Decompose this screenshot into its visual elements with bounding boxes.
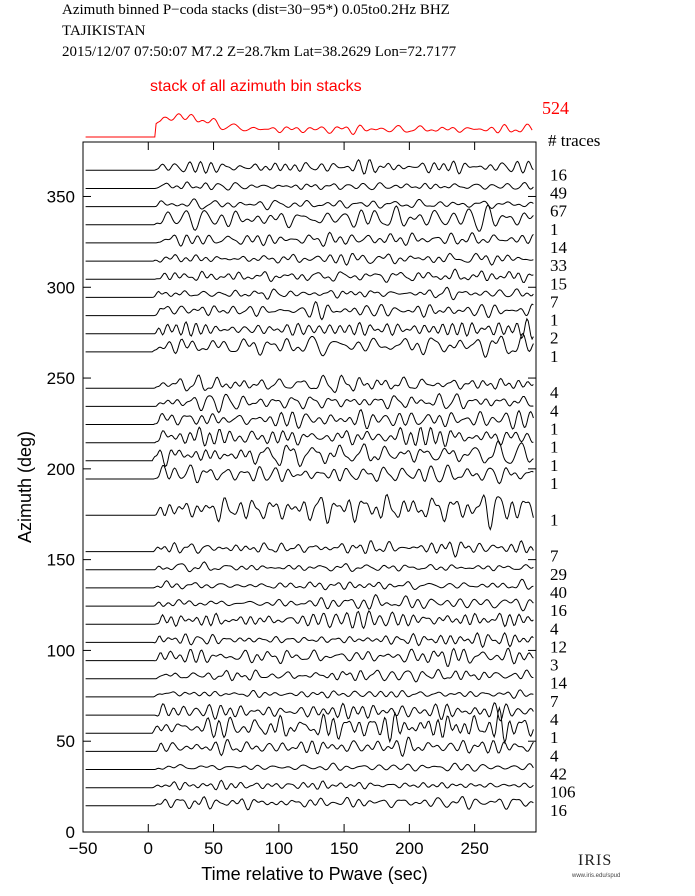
trace-line-az-120 [85, 594, 534, 612]
trace-count-label: 33 [550, 256, 567, 275]
trace-count-label: 7 [550, 547, 559, 566]
trace-count-labels: 1610642414714312416402971111144121715331… [550, 165, 576, 820]
trace-line-az-10 [85, 796, 534, 811]
trace-count-label: 16 [550, 801, 567, 820]
trace-line-az-30 [85, 762, 534, 772]
trace-line-az-70 [85, 689, 534, 699]
x-tick-label: 50 [204, 839, 223, 858]
trace-count-label: 1 [550, 438, 559, 457]
trace-count-label: 40 [550, 583, 567, 602]
x-tick-label: 200 [395, 839, 423, 858]
trace-count-label: 16 [550, 165, 567, 184]
trace-line-az-270 [85, 317, 534, 341]
trace-count-label: 4 [550, 383, 559, 402]
trace-count-label: 29 [550, 565, 567, 584]
trace-line-az-100 [85, 632, 534, 649]
summary-trace-line [85, 113, 533, 138]
trace-line-az-290 [85, 286, 534, 301]
trace-count-label: 3 [550, 656, 559, 675]
trace-line-az-340 [85, 198, 534, 211]
summary-trace-label: stack of all azimuth bin stacks [150, 78, 362, 95]
chart-axes: −50 0 50 100 150 200 250050100150200250300350T… [15, 141, 537, 884]
trace-line-az-220 [85, 408, 534, 430]
trace-line-az-330 [85, 204, 534, 232]
trace-line-az-20 [85, 779, 534, 791]
trace-line-az-260 [85, 332, 534, 359]
trace-line-az-230 [85, 392, 534, 414]
trace-count-label: 7 [550, 292, 559, 311]
trace-line-az-40 [85, 736, 534, 758]
chart-title-line-2: TAJIKISTAN [62, 23, 146, 39]
trace-count-label: 4 [550, 746, 559, 765]
trace-line-az-190 [85, 464, 534, 485]
x-tick-label: 100 [265, 839, 293, 858]
trace-count-label: 14 [550, 238, 568, 257]
y-tick-label: 100 [47, 641, 75, 660]
trace-count-label: 7 [550, 692, 559, 711]
trace-count-label: 16 [550, 601, 567, 620]
trace-line-az-80 [85, 668, 534, 683]
summary-stack: stack of all azimuth bin stacks 524 # trac… [85, 78, 600, 150]
y-tick-label: 350 [47, 187, 75, 206]
y-tick-label: 200 [47, 460, 75, 479]
trace-count-label: 1 [550, 347, 559, 366]
trace-line-az-200 [85, 440, 534, 468]
trace-count-label: 12 [550, 637, 567, 656]
trace-count-label: 1 [550, 220, 559, 239]
trace-line-az-350 [85, 181, 534, 191]
x-tick-label: 0 [144, 839, 153, 858]
trace-count-label: 2 [550, 329, 559, 348]
x-tick-label: −50 [69, 839, 98, 858]
trace-line-az-60 [85, 702, 534, 722]
iris-logo-url: www.iris.edu/spud [572, 873, 621, 879]
trace-stacks [85, 159, 534, 811]
trace-count-label: 4 [550, 401, 559, 420]
chart-title-line-3: 2015/12/07 07:50:07 M7.2 Z=28.7km Lat=38… [62, 44, 457, 60]
trace-line-az-110 [85, 609, 534, 630]
trace-count-label: 14 [550, 674, 568, 693]
y-tick-label: 150 [47, 551, 75, 570]
trace-line-az-280 [85, 300, 534, 321]
trace-count-label: 67 [550, 202, 568, 221]
trace-line-az-320 [85, 231, 534, 248]
trace-count-label: 15 [550, 274, 567, 293]
trace-line-az-50 [85, 705, 534, 745]
trace-count-label: 49 [550, 183, 567, 202]
plot-frame [82, 141, 537, 833]
y-tick-label: 0 [66, 823, 75, 842]
x-axis-label: Time relative to Pwave (sec) [201, 864, 427, 884]
trace-count-label: 1 [550, 510, 559, 529]
trace-count-label: 4 [550, 710, 559, 729]
trace-line-az-240 [85, 374, 534, 394]
trace-line-az-150 [85, 540, 534, 558]
trace-count-label: 106 [550, 783, 576, 802]
trace-count-label: 4 [550, 619, 559, 638]
traces-header: # traces [548, 131, 600, 150]
trace-line-az-310 [85, 252, 534, 266]
trace-line-az-210 [85, 426, 534, 447]
trace-line-az-300 [85, 268, 534, 284]
trace-line-az-130 [85, 578, 534, 591]
trace-count-label: 1 [550, 474, 559, 493]
trace-line-az-360 [85, 159, 534, 175]
trace-count-label: 1 [550, 420, 559, 439]
trace-line-az-170 [85, 493, 534, 531]
y-tick-label: 300 [47, 278, 75, 297]
trace-count-label: 1 [550, 311, 559, 330]
y-tick-label: 250 [47, 369, 75, 388]
y-tick-label: 50 [56, 732, 75, 751]
trace-line-az-140 [85, 561, 534, 573]
chart-title-line-1: Azimuth binned P−coda stacks (dist=30−95… [62, 2, 450, 18]
trace-count-label: 1 [550, 456, 559, 475]
trace-line-az-90 [85, 647, 534, 667]
trace-count-label: 42 [550, 765, 567, 784]
summary-trace-count: 524 [542, 98, 569, 118]
x-tick-label: 150 [330, 839, 358, 858]
trace-count-label: 1 [550, 728, 559, 747]
x-tick-label: 250 [460, 839, 488, 858]
y-axis-label: Azimuth (deg) [15, 431, 35, 543]
iris-logo: IRIS [578, 852, 613, 869]
